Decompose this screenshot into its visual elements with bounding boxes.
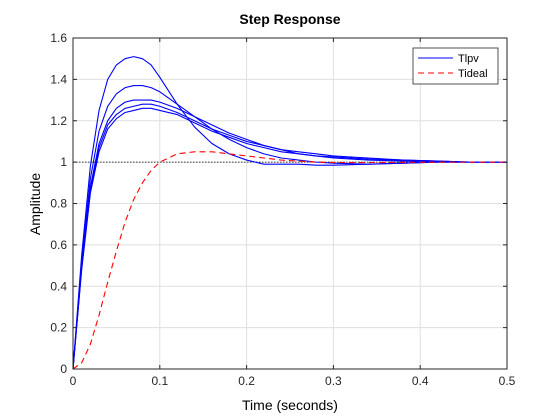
y-tick-label: 0.8: [50, 197, 67, 211]
y-tick-label: 1.6: [50, 31, 67, 45]
y-axis-label: Amplitude: [27, 173, 43, 235]
y-tick-label: 0.6: [50, 238, 67, 252]
y-tick-label: 0.4: [50, 279, 67, 293]
x-tick-label: 0.5: [499, 374, 516, 388]
y-tick-label: 0: [60, 362, 67, 376]
plot-area: 0 0.1 0.2 0.3 0.4 0.5 0 0.2 0.4 0.6 0.8 1 1.2 1.4 1.6: [50, 31, 515, 388]
series-line-4: [72, 107, 507, 370]
chart-title: Step Response: [239, 11, 340, 27]
legend: Tlpv Tideal: [412, 47, 499, 85]
y-tick-label: 0.2: [50, 321, 67, 335]
x-tick-label: 0.3: [325, 374, 342, 388]
x-tick-label: 0.1: [151, 374, 168, 388]
series-line-2: [72, 99, 507, 370]
legend-label: Tlpv: [458, 53, 479, 65]
x-axis-label: Time (seconds): [242, 397, 338, 413]
legend-label: Tideal: [458, 68, 488, 80]
series-line-3: [72, 103, 507, 370]
legend-box: [412, 47, 499, 85]
y-tick-label: 1.4: [50, 72, 67, 86]
x-tick-label: 0.2: [238, 374, 255, 388]
series-line-1: [72, 85, 507, 370]
y-tick-label: 1: [60, 155, 67, 169]
x-tick-label: 0.4: [412, 374, 429, 388]
series-line-5: [72, 151, 507, 370]
x-tick-label: 0: [70, 374, 77, 388]
y-tick-label: 1.2: [50, 114, 67, 128]
